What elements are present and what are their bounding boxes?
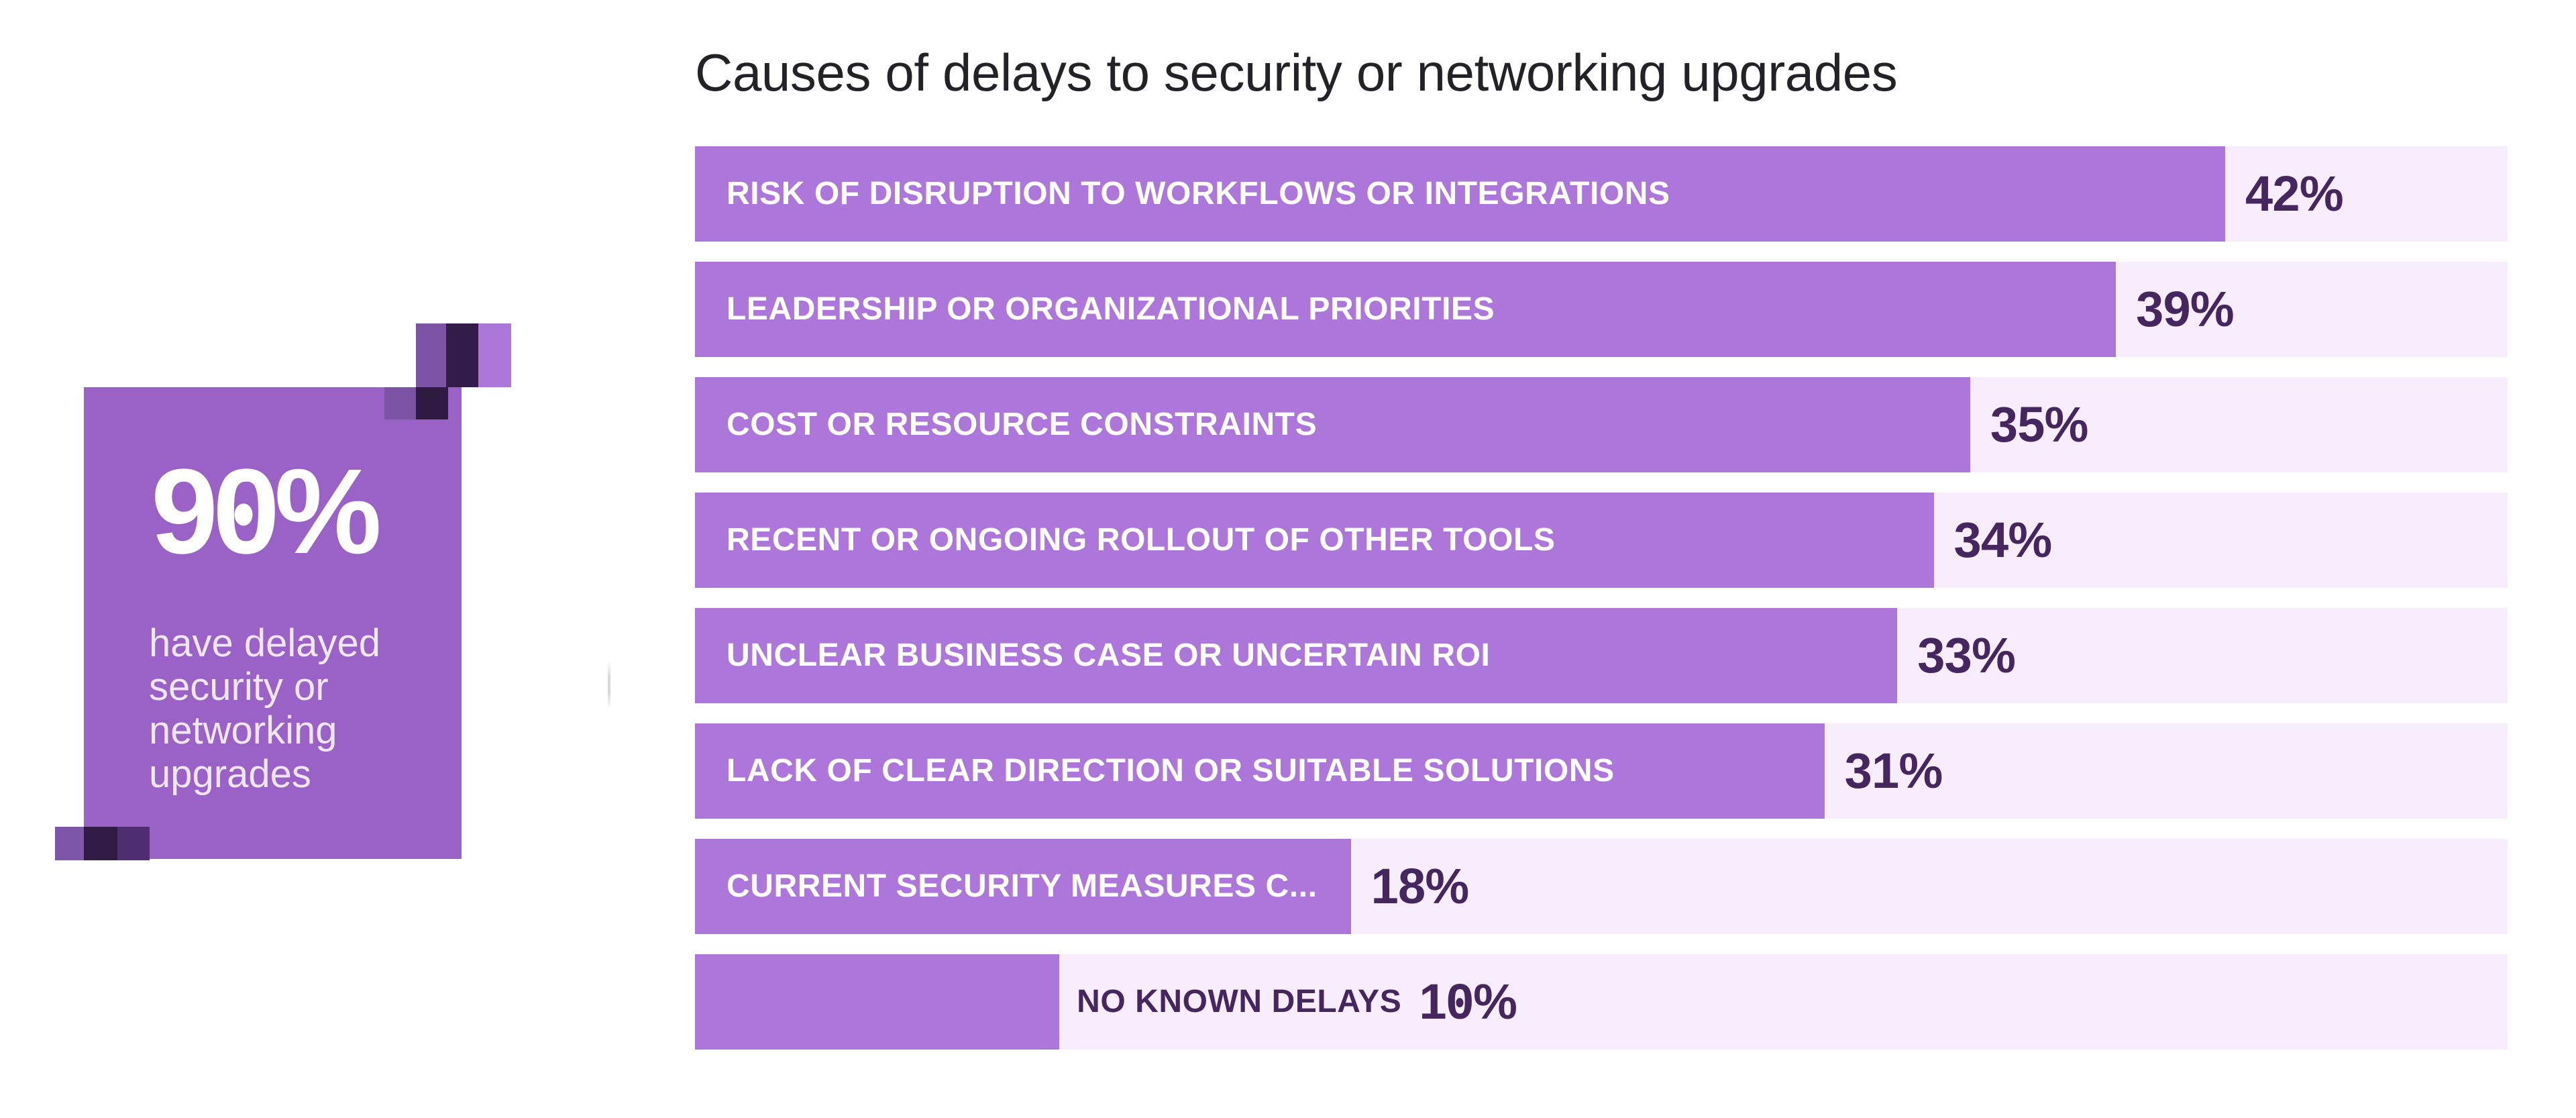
bar-fill: LACK OF CLEAR DIRECTION OR SUITABLE SOLU…	[695, 723, 1825, 819]
bar-fill: UNCLEAR BUSINESS CASE OR UNCERTAIN ROI	[695, 607, 1898, 703]
stat-card: 90% have delayed security or networking …	[84, 387, 462, 859]
bar-value: 42%	[2245, 165, 2344, 221]
pixel-decoration-top-light	[478, 323, 511, 387]
bar-fill	[695, 954, 1060, 1050]
bar-value: 33%	[1917, 627, 2016, 683]
bar-value: 39%	[2136, 281, 2235, 337]
bar-chart-rows: RISK OF DISRUPTION TO WORKFLOWS OR INTEG…	[695, 146, 2508, 1050]
bar-row: COST OR RESOURCE CONSTRAINTS 35%	[695, 376, 2508, 472]
bar-row: RECENT OR ONGOING ROLLOUT OF OTHER TOOLS…	[695, 492, 2508, 588]
bar-label: LACK OF CLEAR DIRECTION OR SUITABLE SOLU…	[727, 753, 1615, 789]
bar-label: CURRENT SECURITY MEASURES C...	[727, 868, 1318, 905]
pixel-decoration-top-dark	[446, 323, 478, 387]
bar-label: LEADERSHIP OR ORGANIZATIONAL PRIORITIES	[727, 291, 1495, 327]
pixel-decoration-bottom-overlay	[117, 827, 150, 860]
bar-label: UNCLEAR BUSINESS CASE OR UNCERTAIN ROI	[727, 638, 1491, 674]
bar-value: 18%	[1371, 858, 1470, 914]
bar-fill: RECENT OR ONGOING ROLLOUT OF OTHER TOOLS	[695, 492, 1934, 588]
bar-row: LACK OF CLEAR DIRECTION OR SUITABLE SOLU…	[695, 723, 2508, 819]
stat-value: 90%	[151, 444, 382, 579]
stat-caption: have delayed security or networking upgr…	[149, 621, 381, 796]
bar-row: CURRENT SECURITY MEASURES C... 18%	[695, 838, 2508, 934]
chart-title: Causes of delays to security or networki…	[695, 43, 1898, 102]
pixel-decoration-topedge-violet	[384, 387, 416, 419]
pixel-decoration-topedge-dark	[416, 387, 448, 419]
bar-fill: LEADERSHIP OR ORGANIZATIONAL PRIORITIES	[695, 261, 2116, 357]
bar-row: UNCLEAR BUSINESS CASE OR UNCERTAIN ROI 3…	[695, 607, 2508, 703]
bar-value: 10%	[1419, 973, 1517, 1029]
bar-value: 31%	[1844, 742, 1943, 799]
pixel-decoration-bottom-dark	[84, 827, 117, 860]
bar-fill: RISK OF DISRUPTION TO WORKFLOWS OR INTEG…	[695, 146, 2226, 242]
bar-chart: Causes of delays to security or networki…	[695, 44, 2508, 1050]
bar-label: RECENT OR ONGOING ROLLOUT OF OTHER TOOLS	[727, 522, 1556, 558]
bar-value: 34%	[1953, 511, 2053, 568]
pixel-decoration-bottom-violet	[55, 827, 84, 860]
bar-row: LEADERSHIP OR ORGANIZATIONAL PRIORITIES …	[695, 261, 2508, 357]
bar-row: RISK OF DISRUPTION TO WORKFLOWS OR INTEG…	[695, 146, 2508, 242]
bar-value: 35%	[1990, 396, 2089, 452]
dotted-zero: 0	[1446, 976, 1474, 1027]
dotted-zero: 0	[213, 452, 280, 572]
bar-row: NO KNOWN DELAYS 10%	[695, 954, 2508, 1050]
bar-label: COST OR RESOURCE CONSTRAINTS	[727, 407, 1318, 443]
bar-label: RISK OF DISRUPTION TO WORKFLOWS OR INTEG…	[727, 176, 1670, 212]
pixel-decoration-top-violet	[416, 323, 446, 387]
section-divider	[608, 661, 610, 709]
bar-fill: CURRENT SECURITY MEASURES C...	[695, 838, 1351, 934]
bar-fill: COST OR RESOURCE CONSTRAINTS	[695, 376, 1970, 472]
bar-label: NO KNOWN DELAYS	[1077, 984, 1402, 1020]
